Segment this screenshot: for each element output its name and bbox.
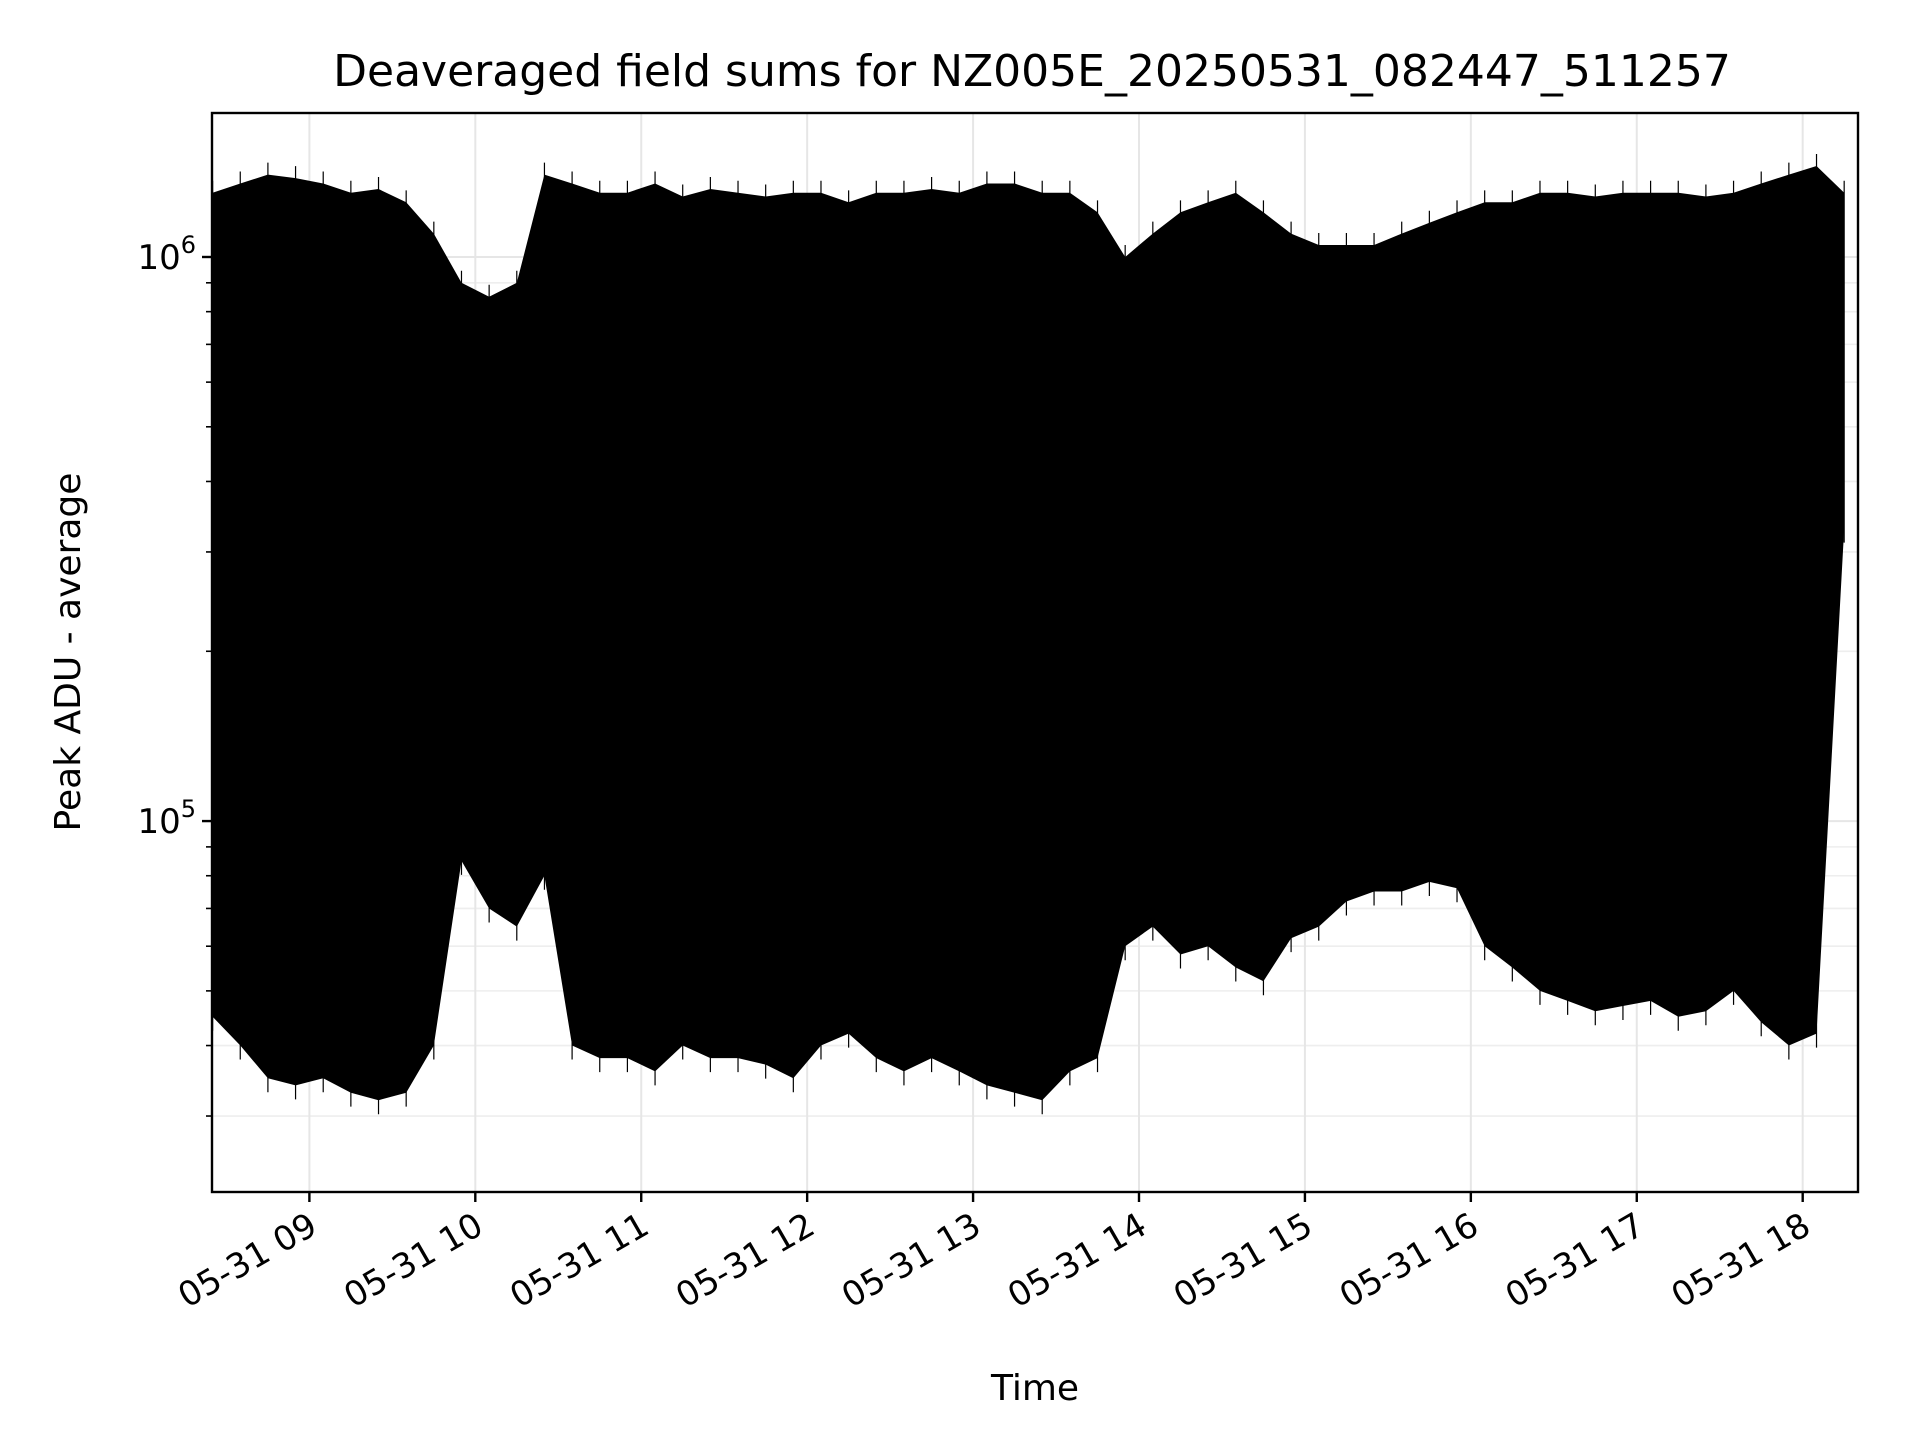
y-axis: 105 106 [137,231,212,1117]
x-axis-label: Time [990,1368,1079,1409]
y-tick-label: 105 [137,795,196,842]
plot-area [211,153,1845,1115]
chart-title: Deaveraged field sums for NZ005E_2025053… [333,46,1731,97]
series-line-spikes [211,153,1845,1115]
plot-frame [210,111,1860,1194]
y-axis-label: Peak ADU - average [48,473,89,832]
y-tick-label: 106 [137,231,196,278]
series-line-envelope [212,166,1845,1101]
